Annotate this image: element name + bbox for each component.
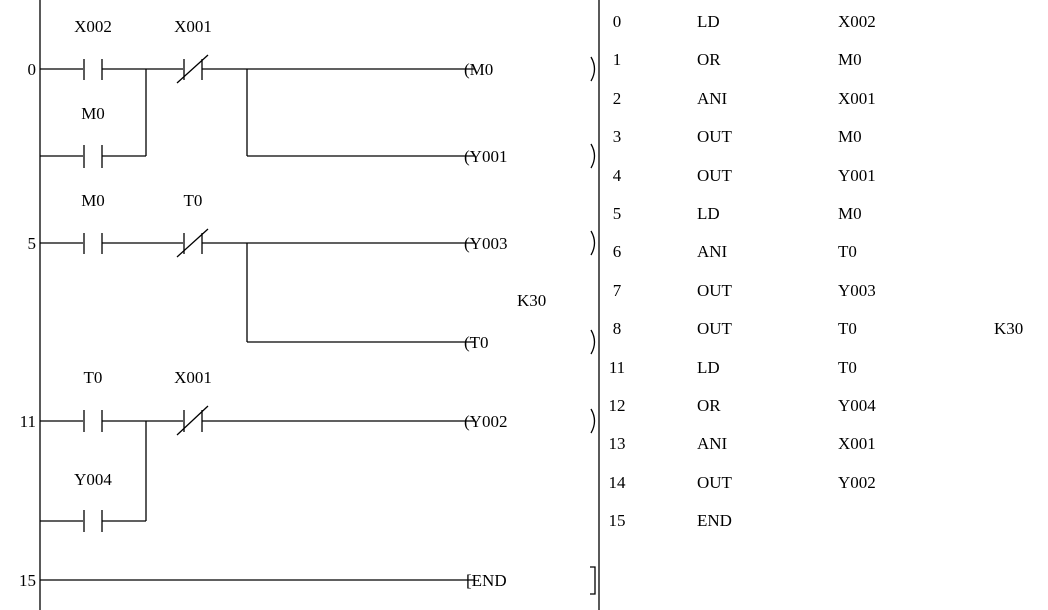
step-number: 15 (608, 511, 626, 531)
instruction-operand: X001 (838, 434, 876, 454)
instruction-row: 6 ANI T0 (600, 237, 1048, 267)
instruction-mnemonic: ANI (697, 434, 728, 454)
instruction-constant: K30 (994, 319, 1024, 339)
contact-no-m0 (83, 233, 103, 254)
timer-preset-k30: K30 (517, 291, 546, 310)
instruction-row: 3 OUT M0 (600, 122, 1048, 152)
instruction-mnemonic: ANI (697, 88, 728, 108)
instruction-row: 14 OUT Y002 (600, 468, 1048, 498)
coil-m0-close (590, 56, 596, 82)
label-m0-parallel: M0 (81, 104, 105, 123)
label-m0: M0 (81, 191, 105, 210)
instruction-operand: M0 (838, 127, 862, 147)
contact-no-t0 (83, 410, 103, 432)
instruction-row: 4 OUT Y001 (600, 161, 1048, 191)
instruction-operand: T0 (838, 242, 857, 262)
label-t0: T0 (184, 191, 203, 210)
coil-t0: (T0 (464, 333, 489, 352)
step-number: 3 (612, 127, 622, 147)
label-t0-rung11: T0 (84, 368, 103, 387)
step-number: 2 (612, 88, 622, 108)
instruction-mnemonic: OUT (697, 165, 732, 185)
instruction-row: 15 END (600, 506, 1048, 536)
step-number-0: 0 (28, 60, 37, 79)
coil-t0-close (590, 329, 596, 355)
coil-y001: (Y001 (464, 147, 507, 166)
instruction-mnemonic: OR (697, 396, 721, 415)
step-number: 4 (612, 165, 622, 185)
label-y004-parallel: Y004 (74, 470, 112, 489)
instruction-row: 11 LD T0 (600, 353, 1048, 383)
step-number: 1 (612, 50, 622, 70)
coil-y001-close (590, 143, 596, 169)
step-number: 0 (612, 12, 622, 31)
step-number: 7 (612, 280, 622, 300)
label-x002: X002 (74, 17, 112, 36)
coil-y002: (Y002 (464, 412, 507, 431)
instruction-mnemonic: OUT (697, 127, 732, 147)
instruction-mnemonic: ANI (697, 242, 728, 262)
step-number-11: 11 (20, 412, 36, 431)
instruction-operand: T0 (838, 357, 857, 377)
step-number: 8 (612, 319, 622, 339)
instruction-list: 0 LD X002 1 OR M0 2 ANI X001 3 OUT M0 4 OUT Y001 5 LD M0 6… (600, 0, 1048, 610)
step-number: 13 (608, 434, 626, 454)
instruction-row: 12 OR Y004 (600, 391, 1048, 421)
step-number: 5 (612, 204, 622, 223)
instruction-mnemonic: OUT (697, 319, 732, 339)
end-bracket-close (590, 566, 596, 595)
instruction-row: 5 LD M0 (600, 199, 1048, 229)
instruction-operand: Y004 (838, 396, 876, 415)
instruction-row: 0 LD X002 (600, 7, 1048, 37)
instruction-row: 8 OUT T0 K30 (600, 314, 1048, 344)
step-number: 12 (608, 396, 626, 415)
instruction-row: 1 OR M0 (600, 45, 1048, 75)
instruction-operand: Y002 (838, 472, 876, 492)
rung-11 (40, 405, 596, 532)
coil-y003: (Y003 (464, 234, 507, 253)
instruction-row: 2 ANI X001 (600, 84, 1048, 114)
rung-0 (40, 54, 596, 169)
instruction-row: 13 ANI X001 (600, 429, 1048, 459)
instruction-operand: Y003 (838, 280, 876, 300)
coil-y002-close (590, 408, 596, 434)
rung-5 (40, 228, 596, 355)
instruction-mnemonic: END (697, 511, 732, 531)
step-number: 14 (608, 472, 626, 492)
end-instruction: [END (466, 571, 507, 590)
instruction-operand: M0 (838, 50, 862, 70)
instruction-row: 7 OUT Y003 (600, 276, 1048, 306)
label-x001-rung11: X001 (174, 368, 212, 387)
instruction-mnemonic: LD (697, 204, 720, 223)
instruction-operand: X001 (838, 88, 876, 108)
rung-15 (40, 566, 596, 595)
instruction-mnemonic: OR (697, 50, 721, 70)
instruction-mnemonic: OUT (697, 280, 732, 300)
step-number: 6 (612, 242, 622, 262)
contact-no-y004-parallel (83, 510, 103, 532)
instruction-mnemonic: LD (697, 12, 720, 31)
step-number-5: 5 (28, 234, 37, 253)
step-number: 11 (608, 357, 626, 377)
instruction-mnemonic: OUT (697, 472, 732, 492)
instruction-operand: T0 (838, 319, 857, 339)
instruction-operand: X002 (838, 12, 876, 31)
instruction-mnemonic: LD (697, 357, 720, 377)
contact-no-m0-parallel (83, 145, 103, 168)
coil-m0: (M0 (464, 60, 493, 79)
instruction-operand: M0 (838, 204, 862, 223)
label-x001: X001 (174, 17, 212, 36)
step-number-15: 15 (19, 571, 36, 590)
instruction-operand: Y001 (838, 165, 876, 185)
coil-y003-close (590, 230, 596, 256)
